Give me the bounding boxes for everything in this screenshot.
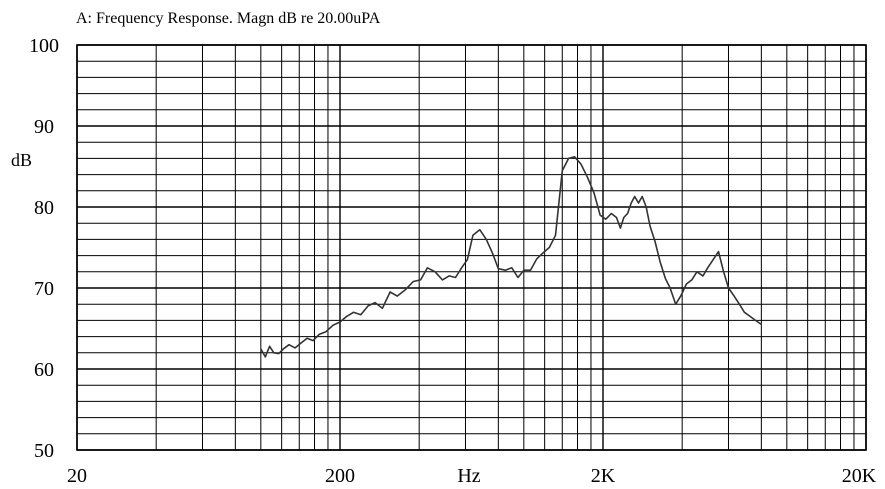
y-tick-label: 70: [34, 278, 54, 300]
series-line-0: [260, 156, 762, 358]
plot-frame: [76, 44, 867, 451]
x-tick-label: 200: [325, 465, 355, 487]
y-tick-label: 100: [29, 35, 59, 57]
y-tick-label: 90: [34, 116, 54, 138]
chart-ticks: 100 90 80 70 60 50 20 200 2K 20K: [29, 35, 877, 487]
chart-grid: [76, 44, 867, 451]
x-tick-label: 20K: [842, 465, 877, 487]
y-tick-label: 80: [34, 197, 54, 219]
y-tick-label: 50: [34, 440, 54, 462]
y-tick-label: 60: [34, 359, 54, 381]
x-axis-label: Hz: [457, 465, 480, 487]
chart-title: A: Frequency Response. Magn dB re 20.00u…: [76, 10, 381, 27]
x-tick-label: 20: [67, 465, 87, 487]
y-axis-label: dB: [11, 150, 32, 170]
x-tick-label: 2K: [591, 465, 616, 487]
chart-series: [260, 156, 762, 358]
